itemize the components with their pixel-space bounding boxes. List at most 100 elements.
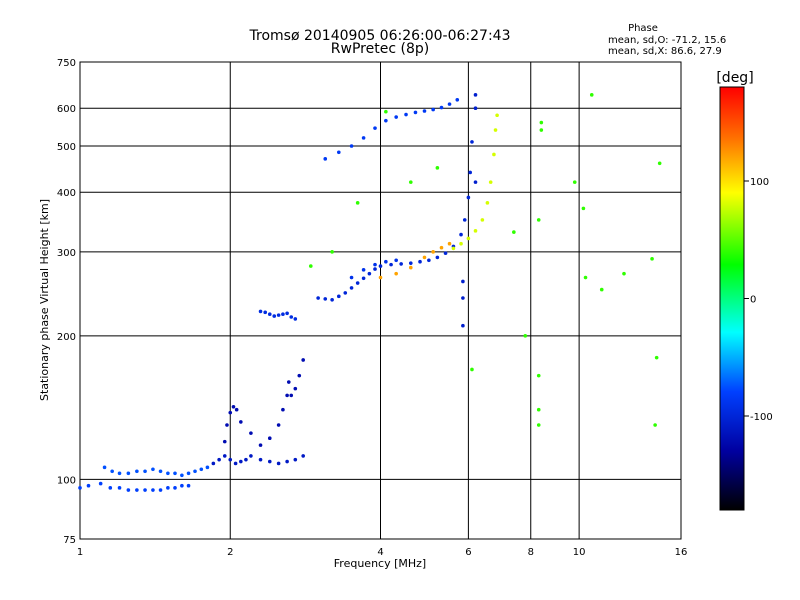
y-tick-label: 600 <box>57 104 76 115</box>
data-point <box>523 334 528 338</box>
data-point <box>418 259 422 264</box>
data-point <box>473 106 478 111</box>
x-axis-ticks: 1 2 4 6 8 10 16 <box>77 547 688 558</box>
x-tick-label: 16 <box>675 547 688 558</box>
x-tick-label: 10 <box>573 547 586 558</box>
data-point <box>461 279 465 284</box>
x-tick-label: 6 <box>465 547 471 558</box>
data-point <box>451 246 456 251</box>
data-point <box>373 262 377 267</box>
data-point <box>276 461 281 466</box>
data-point <box>431 107 435 112</box>
data-point <box>459 232 463 237</box>
data-point <box>301 358 305 362</box>
data-point <box>225 423 229 427</box>
colorbar-label: [deg] <box>716 70 753 86</box>
y-tick-label: 300 <box>57 248 76 259</box>
data-point <box>384 259 388 264</box>
chart-subtitle: RwPretec (8p) <box>331 41 429 57</box>
y-tick-label: 750 <box>57 58 76 69</box>
data-point <box>394 271 398 276</box>
data-point <box>581 206 586 211</box>
y-tick-label: 500 <box>57 142 76 153</box>
data-point <box>158 488 163 492</box>
data-point <box>293 386 298 391</box>
data-point <box>355 281 360 285</box>
data-point <box>470 140 474 144</box>
data-point <box>286 380 291 384</box>
data-point <box>654 355 659 360</box>
data-point <box>422 109 427 113</box>
data-point <box>447 102 452 106</box>
data-point <box>249 431 253 435</box>
data-point <box>399 262 403 266</box>
data-point <box>480 218 485 222</box>
data-point <box>367 271 372 276</box>
data-point <box>228 457 233 462</box>
data-point <box>572 180 577 184</box>
data-points <box>78 93 662 492</box>
data-point <box>180 473 184 478</box>
data-point <box>276 313 281 317</box>
x-tick-label: 1 <box>77 547 83 558</box>
data-point <box>473 93 478 97</box>
data-point <box>228 410 233 415</box>
data-point <box>231 404 236 409</box>
data-point <box>289 315 294 319</box>
data-point <box>462 218 467 222</box>
data-point <box>468 170 472 175</box>
colorbar-tick-label: 0 <box>750 295 756 306</box>
data-point <box>78 486 82 490</box>
data-point <box>653 423 657 427</box>
data-point <box>349 286 354 290</box>
data-point <box>199 467 204 472</box>
data-point <box>267 436 272 441</box>
data-point <box>244 457 248 462</box>
data-point <box>258 443 263 447</box>
data-point <box>349 275 354 280</box>
data-point <box>98 481 103 486</box>
data-point <box>173 471 177 476</box>
data-point <box>466 236 471 241</box>
data-point <box>186 471 191 476</box>
data-point <box>186 483 191 488</box>
data-point <box>301 454 305 458</box>
data-point <box>539 120 544 125</box>
data-point <box>539 128 544 132</box>
data-point <box>470 367 474 372</box>
data-point <box>289 393 294 398</box>
data-point <box>373 126 377 130</box>
data-point <box>102 465 107 470</box>
data-point <box>413 110 418 115</box>
y-tick-label: 200 <box>57 332 76 343</box>
data-point <box>143 488 147 492</box>
data-point <box>431 250 435 254</box>
data-point <box>166 471 170 476</box>
data-point <box>293 317 298 321</box>
data-point <box>361 268 366 272</box>
data-point <box>108 486 113 490</box>
data-point <box>308 264 313 268</box>
data-point <box>495 113 499 118</box>
data-point <box>205 465 210 470</box>
data-point <box>135 469 139 474</box>
data-point <box>323 297 328 301</box>
data-point <box>249 454 253 458</box>
data-point <box>239 459 243 464</box>
x-axis-label: Frequency [MHz] <box>334 557 426 570</box>
data-point <box>258 457 263 462</box>
data-point <box>389 262 393 267</box>
data-point <box>622 271 626 276</box>
data-point <box>281 407 285 412</box>
data-point <box>135 488 139 492</box>
data-point <box>435 255 440 260</box>
data-point <box>272 314 277 318</box>
data-point <box>485 201 490 205</box>
data-point <box>285 459 289 464</box>
data-point <box>117 486 122 490</box>
data-point <box>439 105 444 110</box>
data-point <box>217 457 221 462</box>
data-point <box>657 161 662 166</box>
data-point <box>361 276 366 281</box>
